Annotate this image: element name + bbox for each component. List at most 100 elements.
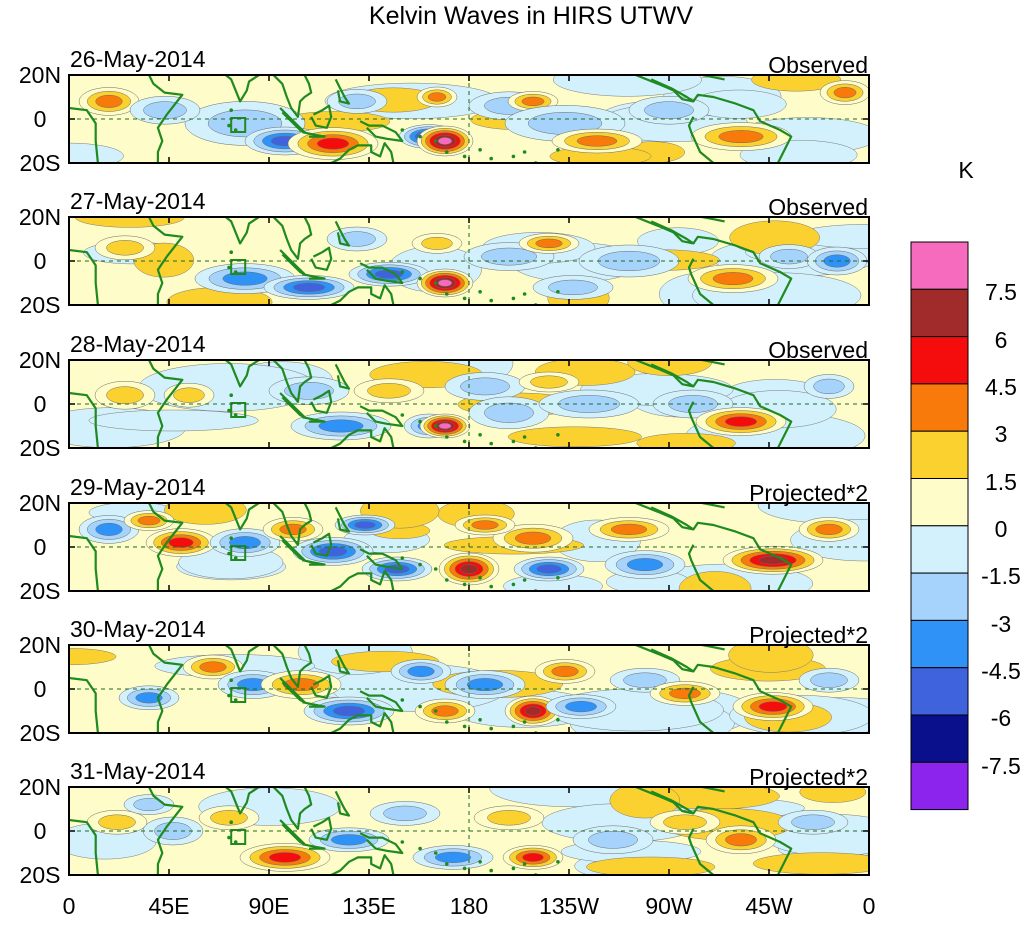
negative-anomaly-contour: [791, 814, 835, 830]
island: [478, 718, 482, 722]
x-axis-labels: 0 45E 90E 135E 180 135W 90W 45W 0: [63, 893, 876, 919]
negative-anomaly-contour: [95, 522, 123, 536]
coastline: [223, 787, 261, 815]
island: [229, 820, 233, 824]
island: [522, 292, 527, 296]
y-tick-label: 20N: [19, 632, 61, 658]
island: [233, 413, 238, 417]
island: [489, 156, 494, 161]
island: [556, 148, 560, 152]
coastline: [334, 363, 351, 390]
coastline: [302, 701, 326, 708]
island: [433, 567, 438, 571]
negative-anomaly-contour: [284, 381, 334, 400]
y-tick-label: 20N: [19, 490, 61, 516]
coastline: [692, 805, 793, 875]
island: [433, 851, 438, 855]
positive-anomaly-contour: [279, 523, 307, 535]
colorbar-labels: 7.5 6 4.5 3 1.5 0 -1.5 -3 -4.5 -6 -7.5: [981, 279, 1021, 779]
island: [229, 536, 233, 540]
island: [227, 123, 231, 128]
panel-label: Projected*2: [749, 480, 868, 506]
island: [229, 250, 233, 254]
colorbar-label: 4.5: [985, 374, 1017, 400]
coastline: [272, 503, 313, 546]
island: [445, 578, 449, 582]
negative-anomaly-contour: [135, 692, 163, 704]
island: [522, 150, 527, 154]
negative-anomaly-contour: [318, 419, 364, 433]
region-box: [230, 545, 247, 561]
negative-anomaly-contour: [484, 402, 534, 423]
x-tick-label: 45W: [745, 893, 793, 919]
region-box: [230, 117, 247, 133]
y-tick-label: 20N: [19, 62, 61, 88]
positive-anomaly-contour: [610, 523, 648, 535]
coastline: [687, 828, 715, 875]
island: [445, 292, 449, 296]
island: [400, 840, 405, 844]
positive-anomaly-contour: [106, 240, 144, 256]
positive-anomaly-contour: [712, 272, 754, 286]
coastline: [148, 360, 184, 448]
colorbar-label: -1.5: [981, 563, 1021, 589]
coastline: [69, 676, 99, 733]
panel-date: 30-May-2014: [70, 616, 206, 642]
island: [418, 704, 422, 709]
positive-anomaly-contour: [438, 422, 452, 430]
negative-anomaly-contour: [536, 564, 562, 574]
anomaly-field: [69, 75, 869, 170]
positive-anomaly-contour: [718, 130, 764, 144]
negative-anomaly-contour: [626, 558, 664, 572]
island: [445, 435, 449, 439]
coastline: [359, 832, 404, 855]
negative-anomaly-contour: [330, 834, 368, 846]
y-tick-label: 0: [34, 818, 47, 844]
positive-anomaly-contour: [431, 705, 459, 717]
coastline: [302, 273, 326, 280]
coastline: [310, 104, 333, 129]
positive-anomaly-contour: [758, 701, 788, 712]
island: [227, 693, 231, 698]
island: [418, 276, 422, 281]
coastline: [328, 570, 395, 591]
y-tick-label: 0: [34, 106, 47, 132]
coastline: [635, 503, 695, 531]
y-tick-label: 20N: [19, 204, 61, 230]
coastlines: [69, 645, 793, 733]
coastline: [302, 131, 326, 138]
coastline: [302, 843, 326, 850]
positive-anomaly-contour: [530, 375, 568, 389]
coastline: [334, 506, 351, 533]
island: [511, 724, 516, 729]
positive-anomaly-contour: [421, 236, 453, 250]
island: [462, 296, 467, 301]
panel-label: Projected*2: [749, 622, 868, 648]
island: [489, 726, 494, 731]
colorbar-label: -7.5: [981, 753, 1021, 779]
island: [423, 166, 427, 170]
coastline: [635, 217, 695, 245]
x-tick-label: 90E: [249, 893, 290, 919]
island: [462, 724, 467, 729]
region-box: [230, 402, 247, 418]
colorbar-label: 3: [995, 421, 1008, 447]
coastline: [148, 645, 184, 733]
island: [227, 835, 231, 840]
island: [423, 594, 427, 598]
coastline: [328, 427, 395, 448]
map-panel: 20N 0 20S 27-May-2014 Observed: [19, 188, 870, 318]
island: [418, 846, 422, 851]
positive-anomaly-contour: [269, 852, 301, 863]
colorbar-swatch: [910, 667, 969, 716]
coastline: [69, 534, 99, 591]
positive-anomaly-contour: [471, 520, 499, 530]
weak-anomaly-contour: [728, 645, 814, 673]
colorbar: K 7.5 6 4.5 3 1.5 0 -1.5 -3 -4.5 -6 -7.5: [910, 157, 1021, 811]
coastline: [272, 787, 313, 830]
negative-anomaly-contour: [770, 248, 808, 265]
colorbar-swatch: [910, 714, 969, 763]
coastlines: [69, 503, 793, 598]
map-panel: 20N 0 20S 31-May-2014 Projected*2: [19, 758, 870, 888]
island: [478, 290, 482, 294]
